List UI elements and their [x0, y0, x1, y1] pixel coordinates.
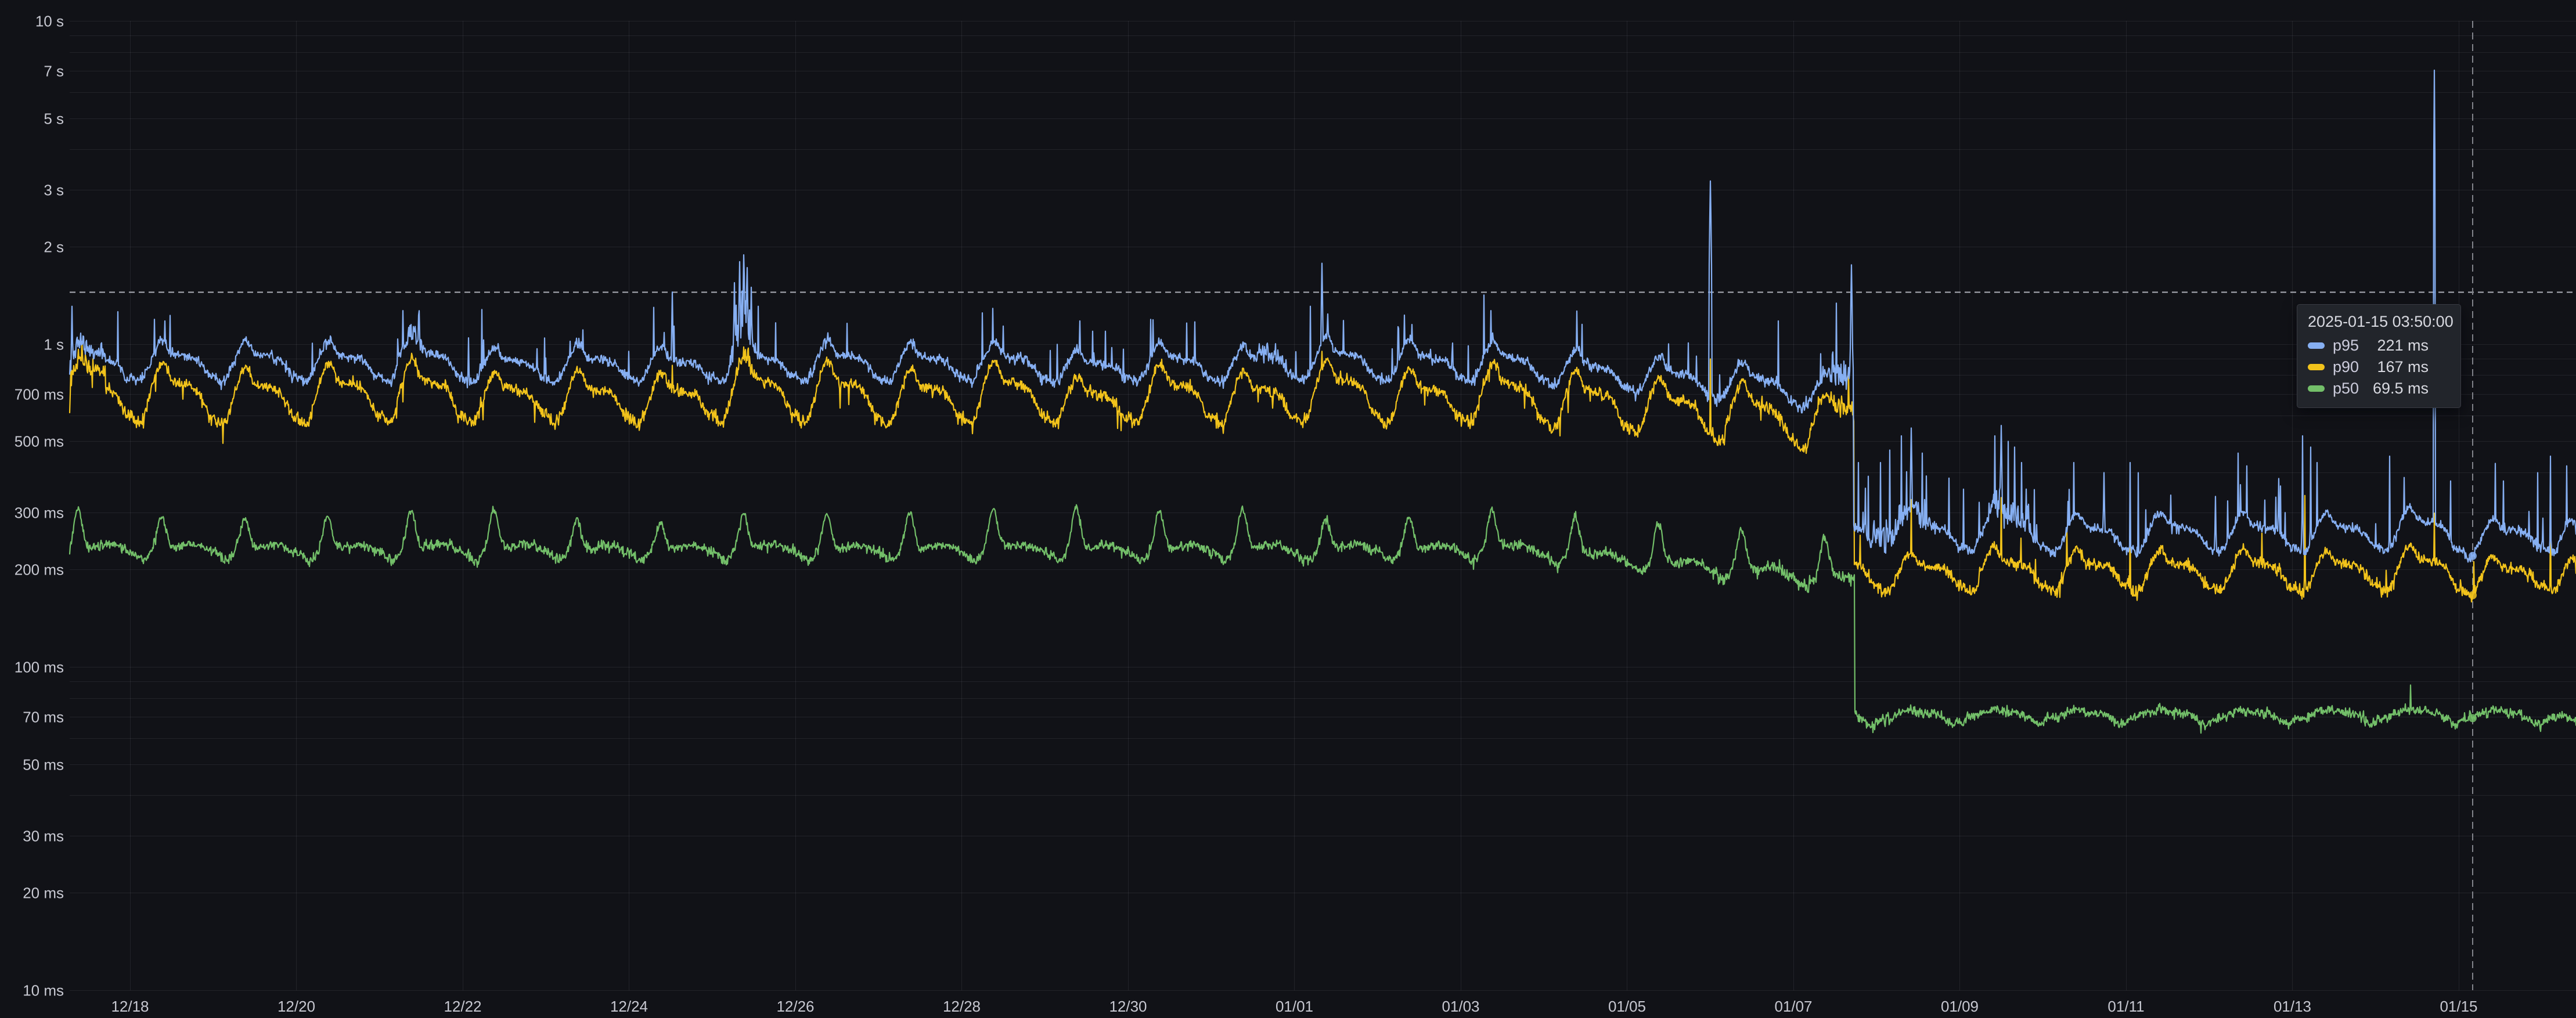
svg-text:01/15: 01/15 [2440, 998, 2477, 1015]
svg-text:2 s: 2 s [44, 239, 64, 256]
svg-text:10 s: 10 s [35, 13, 64, 30]
svg-text:12/30: 12/30 [1109, 998, 1147, 1015]
svg-text:100 ms: 100 ms [15, 659, 64, 676]
svg-text:01/05: 01/05 [1608, 998, 1646, 1015]
svg-text:01/01: 01/01 [1276, 998, 1313, 1015]
svg-text:300 ms: 300 ms [15, 504, 64, 522]
svg-text:7 s: 7 s [44, 63, 64, 80]
svg-text:01/07: 01/07 [1774, 998, 1812, 1015]
svg-text:01/09: 01/09 [1941, 998, 1979, 1015]
svg-text:10 ms: 10 ms [23, 982, 64, 999]
svg-text:20 ms: 20 ms [23, 885, 64, 902]
svg-text:12/28: 12/28 [943, 998, 981, 1015]
svg-text:12/22: 12/22 [444, 998, 481, 1015]
svg-text:01/13: 01/13 [2274, 998, 2311, 1015]
svg-text:01/11: 01/11 [2107, 998, 2144, 1015]
svg-text:12/18: 12/18 [111, 998, 149, 1015]
svg-text:50 ms: 50 ms [23, 756, 64, 774]
svg-text:1 s: 1 s [44, 336, 64, 353]
svg-text:500 ms: 500 ms [15, 433, 64, 450]
svg-text:01/03: 01/03 [1442, 998, 1479, 1015]
svg-text:3 s: 3 s [44, 182, 64, 199]
svg-text:700 ms: 700 ms [15, 386, 64, 403]
svg-text:5 s: 5 s [44, 110, 64, 128]
svg-text:200 ms: 200 ms [15, 561, 64, 579]
svg-text:70 ms: 70 ms [23, 709, 64, 726]
svg-text:12/26: 12/26 [776, 998, 814, 1015]
svg-text:12/20: 12/20 [278, 998, 315, 1015]
svg-text:30 ms: 30 ms [23, 828, 64, 845]
svg-text:12/24: 12/24 [610, 998, 648, 1015]
